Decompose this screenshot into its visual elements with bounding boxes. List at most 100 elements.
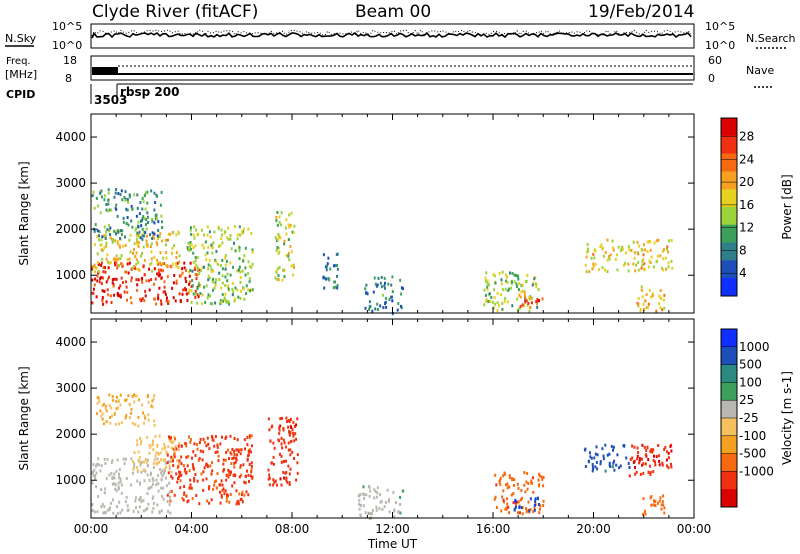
velocity-panel-cell: [596, 467, 599, 471]
velocity-panel-cell: [534, 497, 537, 501]
power-panel-cell: [124, 235, 126, 239]
power-panel-cell: [183, 261, 186, 265]
velocity-panel-cell: [529, 508, 532, 511]
velocity-panel-cell: [127, 394, 130, 398]
power-panel-cell: [382, 293, 384, 297]
velocity-panel-cell: [126, 504, 129, 508]
velocity-panel-cell: [132, 460, 134, 464]
cpid-value-1: 3503: [94, 93, 127, 107]
power-panel-cell: [135, 234, 138, 238]
power-panel-cell: [116, 257, 119, 261]
velocity-panel-cell: [162, 497, 165, 501]
power-panel-cell: [500, 278, 503, 282]
velocity-panel-cell: [291, 450, 294, 454]
velocity-panel-cell: [146, 507, 149, 510]
power-panel-cell: [521, 283, 524, 287]
velocity-panel-cell: [503, 500, 506, 504]
velocity-panel-cell: [540, 475, 543, 479]
velocity-panel-cell: [139, 463, 142, 467]
velocity-panel-cell: [101, 503, 104, 506]
velocity-panel-cell: [240, 448, 243, 452]
velocity-panel-cell: [92, 474, 95, 478]
power-panel-cell: [229, 237, 232, 241]
power-panel-cell: [159, 203, 162, 207]
power-panel-cell: [99, 191, 102, 195]
power-panel-region-0: [91, 261, 201, 306]
velocity-panel-cell: [594, 452, 597, 456]
power-panel-cell: [390, 295, 393, 299]
power-panel-cell: [104, 270, 107, 274]
velocity-panel-cell: [635, 470, 638, 474]
velocity-panel-cell: [126, 509, 129, 513]
power-panel-cell: [220, 237, 223, 240]
velocity-panel-cell: [100, 464, 103, 468]
power-panel-cell: [634, 269, 637, 273]
power-panel-cell: [107, 277, 109, 281]
velocity-panel-cell: [289, 448, 292, 452]
power-panel-cell: [118, 286, 121, 290]
velocity-panel-region-1: [132, 434, 181, 474]
power-panel-cell: [212, 241, 215, 245]
velocity-panel-cell: [152, 482, 154, 486]
velocity-panel-cell: [147, 502, 150, 506]
power-panel-cell: [95, 266, 98, 270]
power-panel-cell: [144, 191, 147, 195]
velocity-panel-cell: [212, 487, 215, 491]
velocity-panel-colorbar-label: -1000: [739, 464, 774, 478]
velocity-panel-cell: [542, 475, 545, 479]
power-panel-cell: [142, 230, 145, 234]
velocity-panel-cell: [639, 472, 642, 476]
power-panel-region-2: [91, 188, 164, 242]
power-panel-cell: [107, 266, 110, 270]
power-panel-cell: [145, 239, 148, 243]
velocity-panel-cell: [133, 465, 136, 469]
power-panel-cell: [526, 273, 529, 277]
velocity-panel-cell: [137, 459, 140, 463]
power-panel-cell: [119, 237, 122, 241]
velocity-panel-ytick-label: 1000: [55, 473, 86, 487]
power-panel-cell: [111, 278, 114, 282]
velocity-panel-cell: [591, 462, 594, 466]
power-panel-cell: [647, 302, 650, 306]
velocity-panel-cell: [227, 468, 230, 472]
velocity-panel-xtick-label: 00:00: [74, 522, 109, 536]
velocity-panel-cell: [295, 478, 298, 482]
power-panel-cell: [400, 286, 403, 290]
velocity-panel-cell: [516, 500, 519, 504]
power-panel-cell: [390, 283, 393, 287]
power-panel-cell: [607, 255, 610, 258]
power-panel-cell: [525, 299, 528, 303]
power-panel-cell: [141, 197, 144, 201]
power-panel-cell: [376, 302, 379, 306]
power-panel-cell: [152, 236, 155, 240]
velocity-panel-cell: [502, 498, 505, 502]
power-panel-cell: [222, 299, 225, 303]
power-panel-cell: [172, 262, 175, 266]
velocity-panel-cell: [233, 481, 236, 485]
velocity-panel-cell: [267, 477, 270, 481]
velocity-panel-cell: [108, 506, 111, 510]
power-panel-cell: [285, 253, 288, 257]
velocity-panel-cell: [525, 507, 528, 511]
power-panel-cell: [196, 265, 199, 269]
power-panel-cell: [483, 303, 486, 307]
velocity-panel-cell: [248, 463, 251, 466]
power-panel-cell: [151, 219, 154, 223]
power-panel-cell: [105, 257, 108, 261]
power-panel-cell: [486, 279, 489, 283]
velocity-panel-cell: [234, 460, 237, 464]
power-panel-cell: [162, 256, 165, 260]
power-panel-cell: [245, 292, 248, 295]
velocity-panel-cell: [214, 435, 217, 439]
power-panel-cell: [593, 256, 596, 260]
power-panel-region-1: [91, 229, 181, 274]
power-panel-cell: [328, 278, 331, 282]
power-panel-cell: [285, 226, 287, 230]
velocity-panel-cell: [221, 489, 224, 493]
velocity-panel-cell: [288, 472, 291, 476]
power-panel-cell: [612, 246, 615, 250]
power-panel-cell: [126, 290, 129, 294]
power-panel-cell: [124, 198, 127, 202]
velocity-panel-cell: [608, 463, 611, 467]
velocity-panel-cell: [119, 403, 122, 407]
